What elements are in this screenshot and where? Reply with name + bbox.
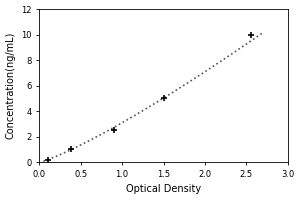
X-axis label: Optical Density: Optical Density	[126, 184, 201, 194]
Y-axis label: Concentration(ng/mL): Concentration(ng/mL)	[6, 32, 16, 139]
